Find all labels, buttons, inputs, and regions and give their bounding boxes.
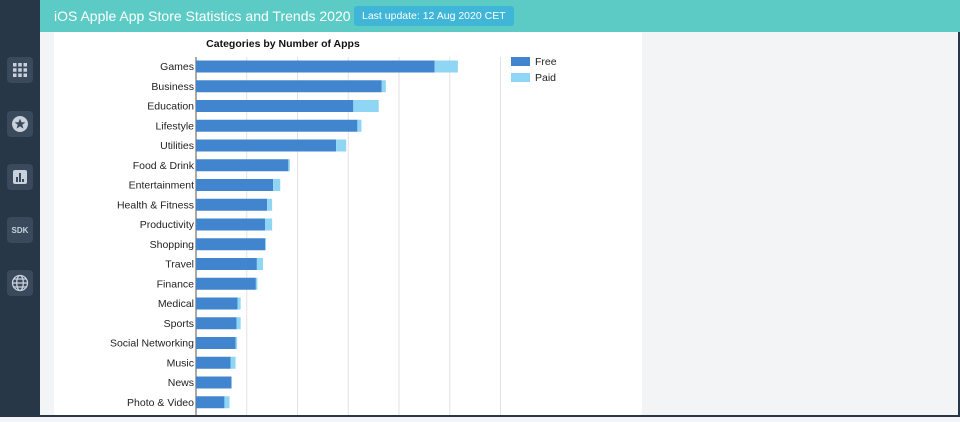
sidebar-item-statistics[interactable] — [7, 164, 33, 190]
legend-swatch-paid — [511, 73, 530, 82]
sidebar-item-featured[interactable] — [7, 111, 33, 137]
category-label: Health & Fitness — [117, 199, 194, 211]
bar-paid — [353, 100, 379, 112]
bar-free — [196, 258, 257, 270]
sidebar-item-sdk[interactable]: SDK — [7, 217, 33, 243]
sidebar-item-global[interactable] — [7, 270, 33, 296]
bar-free — [196, 396, 225, 409]
bar-paid — [288, 159, 290, 172]
bar-free — [196, 100, 354, 112]
category-label: Medical — [158, 298, 194, 310]
category-label: Finance — [157, 278, 195, 290]
bar-paid — [236, 317, 241, 330]
bar-free — [196, 198, 268, 211]
bar-free — [196, 159, 289, 172]
category-label: Social Networking — [110, 338, 194, 350]
category-label: Business — [151, 81, 194, 93]
chart-panel: Categories by Number of Apps Games Busines… — [54, 32, 642, 417]
bar-free — [196, 337, 236, 349]
category-label: Shopping — [150, 239, 195, 251]
sdk-icon: SDK — [11, 225, 29, 235]
categories-bar-chart: Categories by Number of Apps Games Busines… — [110, 38, 557, 417]
frame-edge-right — [958, 32, 960, 417]
bar-paid — [265, 238, 267, 251]
category-label: Entertainment — [129, 180, 194, 192]
bar-paid — [357, 119, 362, 132]
sidebar: SDK — [0, 0, 40, 417]
category-label: Productivity — [140, 219, 195, 231]
bar-free — [196, 277, 256, 290]
bar-paid — [230, 356, 236, 369]
bar-paid — [273, 179, 281, 191]
category-label: News — [168, 377, 194, 389]
bar-paid — [434, 60, 458, 73]
bar-paid — [237, 297, 241, 310]
bar-free — [196, 179, 274, 191]
bar-free — [196, 218, 266, 231]
bar-paid — [224, 396, 230, 409]
star-icon — [12, 116, 28, 132]
bar-paid — [255, 277, 258, 290]
bar-free — [196, 60, 435, 73]
legend-label-paid: Paid — [535, 72, 556, 84]
category-label: Lifestyle — [155, 120, 194, 132]
bar-free — [196, 139, 337, 152]
bar-free — [196, 376, 232, 389]
bar-paid — [265, 218, 273, 231]
grid-icon — [13, 63, 27, 77]
bar-chart-icon — [13, 170, 27, 184]
globe-icon — [11, 274, 29, 292]
category-label: Sports — [164, 318, 194, 330]
sidebar-item-apps[interactable] — [7, 57, 33, 83]
app-title: iOS Apple App Store Statistics and Trend… — [54, 8, 351, 24]
category-label: Music — [167, 357, 194, 369]
bar-paid — [336, 139, 347, 152]
category-label: Travel — [165, 259, 194, 271]
bar-free — [196, 297, 238, 310]
chart-title: Categories by Number of Apps — [206, 38, 360, 50]
category-label: Food & Drink — [133, 160, 195, 172]
bar-paid — [381, 80, 386, 93]
legend-label-free: Free — [535, 56, 557, 68]
category-label: Education — [147, 101, 194, 113]
frame-edge-bottom — [40, 415, 960, 417]
bar-paid — [235, 337, 238, 349]
bar-free — [196, 238, 266, 251]
last-update-badge: Last update: 12 Aug 2020 CET — [354, 6, 514, 26]
bar-free — [196, 356, 231, 369]
bar-paid — [256, 258, 263, 270]
category-label: Photo & Video — [127, 397, 194, 409]
bar-paid — [267, 198, 273, 211]
header-bar: iOS Apple App Store Statistics and Trend… — [40, 0, 960, 32]
legend-swatch-free — [511, 57, 530, 66]
bar-free — [196, 317, 237, 330]
bar-free — [196, 80, 382, 93]
category-label: Games — [160, 61, 194, 73]
bar-free — [196, 119, 358, 132]
empty-right-area — [642, 32, 960, 417]
category-label: Utilities — [160, 140, 194, 152]
